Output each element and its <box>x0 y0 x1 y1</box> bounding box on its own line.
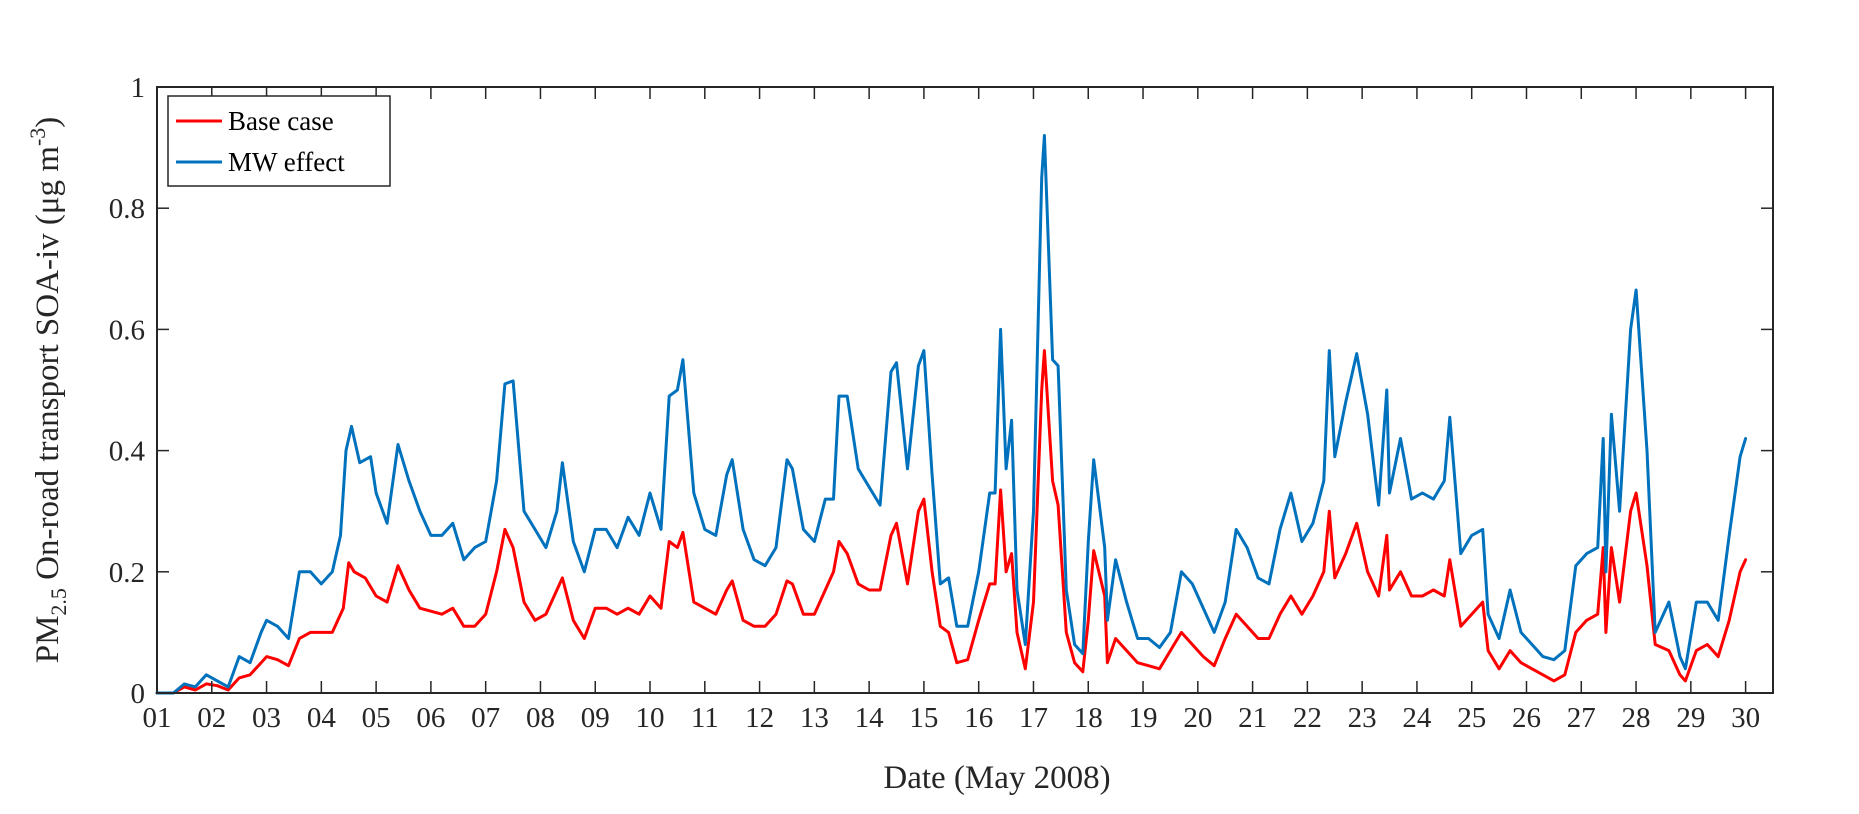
y-axis-label-subscript: 2.5 <box>46 588 71 616</box>
x-tick-label: 22 <box>1293 702 1322 734</box>
legend-label-base-case: Base case <box>228 106 334 136</box>
y-axis-label: PM2.5 On-road transport SOA-iv (μg m-3) <box>25 117 71 664</box>
x-tick-label: 10 <box>636 702 665 734</box>
x-tick-label: 07 <box>471 702 500 734</box>
x-tick-label: 01 <box>143 702 172 734</box>
x-axis: 01 02 03 04 05 06 07 08 09 10 11 12 13 14 15 16 17 18 19 20… <box>143 87 1760 734</box>
y-axis: 0 0.2 0.4 0.6 0.8 1 <box>109 72 1773 710</box>
x-tick-label: 15 <box>909 702 938 734</box>
x-tick-label: 14 <box>855 702 885 734</box>
legend-box <box>167 95 391 187</box>
x-tick-label: 08 <box>526 702 555 734</box>
legend: Base case MW effect <box>167 95 391 187</box>
x-tick-label: 04 <box>307 702 337 734</box>
x-axis-label: Date (May 2008) <box>883 760 1110 796</box>
x-tick-label: 18 <box>1074 702 1103 734</box>
x-tick-label: 03 <box>252 702 281 734</box>
legend-label-mw-effect: MW effect <box>228 147 345 177</box>
x-tick-label: 09 <box>581 702 610 734</box>
y-tick-label: 0.6 <box>109 314 145 346</box>
y-axis-label-superscript: -3 <box>25 128 50 146</box>
x-tick-label: 20 <box>1183 702 1212 734</box>
y-axis-label-prefix: PM <box>30 616 66 664</box>
y-tick-label: 0 <box>131 678 146 710</box>
x-tick-label: 13 <box>800 702 829 734</box>
x-tick-label: 19 <box>1129 702 1158 734</box>
x-tick-label: 16 <box>964 702 993 734</box>
y-axis-label-suffix: ) <box>30 117 66 128</box>
plot-frame <box>156 86 1774 694</box>
series-line-base-case <box>155 349 1748 695</box>
x-tick-label: 11 <box>691 702 719 734</box>
x-tick-label: 23 <box>1348 702 1377 734</box>
x-tick-label: 27 <box>1567 702 1596 734</box>
x-tick-label: 06 <box>416 702 445 734</box>
x-tick-label: 24 <box>1402 702 1432 734</box>
x-tick-label: 05 <box>362 702 391 734</box>
x-tick-label: 28 <box>1622 702 1651 734</box>
x-tick-label: 21 <box>1238 702 1267 734</box>
x-tick-label: 30 <box>1731 702 1760 734</box>
x-tick-label: 02 <box>197 702 226 734</box>
x-tick-label: 17 <box>1019 702 1048 734</box>
x-tick-label: 25 <box>1457 702 1486 734</box>
y-tick-label: 1 <box>131 72 146 104</box>
x-tick-label: 26 <box>1512 702 1541 734</box>
series-line-mw-effect <box>155 134 1748 695</box>
y-axis-label-main: On-road transport SOA-iv (μg m <box>30 146 66 588</box>
y-tick-label: 0.4 <box>109 436 146 468</box>
y-tick-label: 0.8 <box>109 193 145 225</box>
series-layer <box>155 134 1748 695</box>
y-tick-label: 0.2 <box>109 557 145 589</box>
x-tick-label: 12 <box>745 702 774 734</box>
x-tick-label: 29 <box>1676 702 1705 734</box>
